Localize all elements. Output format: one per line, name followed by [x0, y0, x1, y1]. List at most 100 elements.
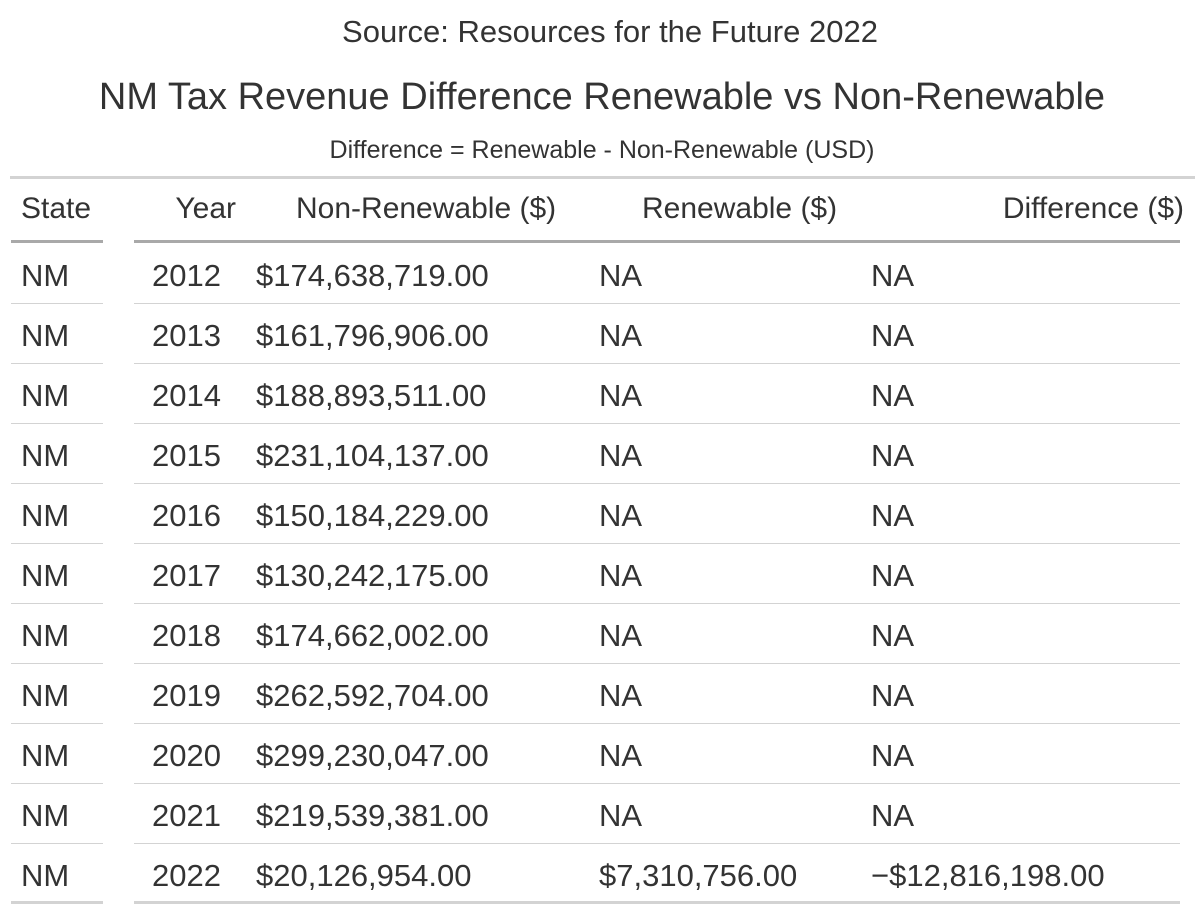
table-row: NM 2015 $231,104,137.00 NA NA [0, 424, 1204, 484]
table-cell-difference: NA [871, 318, 915, 353]
table-row: NM 2022 $20,126,954.00 $7,310,756.00 −$12,81… [0, 844, 1204, 904]
table-cell-state: NM [21, 798, 70, 833]
row-rule-stub [11, 663, 103, 664]
column-header-year: Year [175, 192, 236, 225]
row-rule-body [134, 843, 1180, 844]
table-cell-difference: NA [871, 738, 915, 773]
table-row: NM 2017 $130,242,175.00 NA NA [0, 544, 1204, 604]
table-cell-renewable: NA [599, 558, 643, 593]
table-cell-difference: NA [871, 558, 915, 593]
table-cell-renewable: $7,310,756.00 [599, 858, 798, 893]
table-cell-year: 2019 [152, 678, 221, 713]
table-cell-renewable: NA [599, 618, 643, 653]
table-body: NM 2012 $174,638,719.00 NA NA NM 2013 $161,796,… [0, 244, 1204, 904]
table-cell-year: 2022 [152, 858, 221, 893]
header-underline-body [134, 240, 1180, 243]
column-header-renewable: Renewable ($) [642, 192, 838, 225]
table-cell-state: NM [21, 558, 70, 593]
table-cell-difference: NA [871, 258, 915, 293]
table-cell-state: NM [21, 738, 70, 773]
row-rule-stub [11, 783, 103, 784]
table-cell-year: 2014 [152, 378, 221, 413]
table-row: NM 2018 $174,662,002.00 NA NA [0, 604, 1204, 664]
row-rule-stub [11, 363, 103, 364]
column-header-non-renewable: Non-Renewable ($) [296, 192, 557, 225]
table-cell-year: 2012 [152, 258, 221, 293]
row-rule-body [134, 303, 1180, 304]
table-cell-difference: NA [871, 438, 915, 473]
table-cell-state: NM [21, 378, 70, 413]
row-rule-stub [11, 603, 103, 604]
table-cell-non-renewable: $262,592,704.00 [256, 678, 489, 713]
row-rule-stub [11, 483, 103, 484]
table-cell-difference: NA [871, 798, 915, 833]
row-rule-body [134, 543, 1180, 544]
table-cell-year: 2018 [152, 618, 221, 653]
column-header-state: State [21, 192, 92, 225]
table-cell-renewable: NA [599, 258, 643, 293]
table-cell-non-renewable: $299,230,047.00 [256, 738, 489, 773]
table-cell-state: NM [21, 678, 70, 713]
table-cell-renewable: NA [599, 738, 643, 773]
table-cell-state: NM [21, 258, 70, 293]
table-cell-renewable: NA [599, 678, 643, 713]
table-cell-difference: NA [871, 678, 915, 713]
column-header-difference: Difference ($) [1002, 192, 1184, 225]
row-rule-body [134, 603, 1180, 604]
row-rule-body [134, 663, 1180, 664]
row-rule-stub [11, 303, 103, 304]
table-row: NM 2020 $299,230,047.00 NA NA [0, 724, 1204, 784]
table-cell-renewable: NA [599, 438, 643, 473]
table-cell-renewable: NA [599, 318, 643, 353]
table-row: NM 2012 $174,638,719.00 NA NA [0, 244, 1204, 304]
table-row: NM 2019 $262,592,704.00 NA NA [0, 664, 1204, 724]
source-note: Source: Resources for the Future 2022 [342, 14, 878, 49]
row-rule-body [134, 483, 1180, 484]
column-header-row: State Year Non-Renewable ($) Renewable (… [0, 182, 1204, 240]
table-cell-year: 2016 [152, 498, 221, 533]
table-row: NM 2014 $188,893,511.00 NA NA [0, 364, 1204, 424]
table-cell-non-renewable: $161,796,906.00 [256, 318, 489, 353]
row-rule-body [134, 423, 1180, 424]
table-row: NM 2016 $150,184,229.00 NA NA [0, 484, 1204, 544]
table-cell-non-renewable: $174,638,719.00 [256, 258, 489, 293]
table-cell-state: NM [21, 438, 70, 473]
table-cell-state: NM [21, 618, 70, 653]
row-rule-body [134, 723, 1180, 724]
table-subtitle: Difference = Renewable - Non-Renewable (… [329, 136, 875, 164]
row-rule-stub [11, 843, 103, 844]
row-rule-stub [11, 423, 103, 424]
table-cell-renewable: NA [599, 498, 643, 533]
table-cell-difference: NA [871, 618, 915, 653]
row-rule-stub [11, 901, 103, 904]
table-cell-non-renewable: $20,126,954.00 [256, 858, 472, 893]
table-cell-non-renewable: $150,184,229.00 [256, 498, 489, 533]
table-cell-non-renewable: $231,104,137.00 [256, 438, 489, 473]
row-rule-stub [11, 723, 103, 724]
table-cell-state: NM [21, 318, 70, 353]
table-cell-non-renewable: $219,539,381.00 [256, 798, 489, 833]
table-cell-difference: NA [871, 498, 915, 533]
heading-rule [10, 176, 1195, 179]
table-row: NM 2013 $161,796,906.00 NA NA [0, 304, 1204, 364]
table-cell-non-renewable: $174,662,002.00 [256, 618, 489, 653]
table-cell-state: NM [21, 858, 70, 893]
row-rule-body [134, 363, 1180, 364]
table-cell-state: NM [21, 498, 70, 533]
header-underline-stub [11, 240, 103, 243]
row-rule-body [134, 901, 1180, 904]
table-cell-difference: NA [871, 378, 915, 413]
table-cell-year: 2020 [152, 738, 221, 773]
table-cell-non-renewable: $130,242,175.00 [256, 558, 489, 593]
table-cell-renewable: NA [599, 798, 643, 833]
table-cell-renewable: NA [599, 378, 643, 413]
table-cell-year: 2013 [152, 318, 221, 353]
table-cell-year: 2017 [152, 558, 221, 593]
row-rule-body [134, 783, 1180, 784]
table-title: NM Tax Revenue Difference Renewable vs N… [98, 76, 1106, 118]
table-cell-year: 2015 [152, 438, 221, 473]
table-cell-year: 2021 [152, 798, 221, 833]
table-cell-non-renewable: $188,893,511.00 [256, 378, 487, 413]
table-row: NM 2021 $219,539,381.00 NA NA [0, 784, 1204, 844]
table-cell-difference: −$12,816,198.00 [871, 858, 1105, 893]
